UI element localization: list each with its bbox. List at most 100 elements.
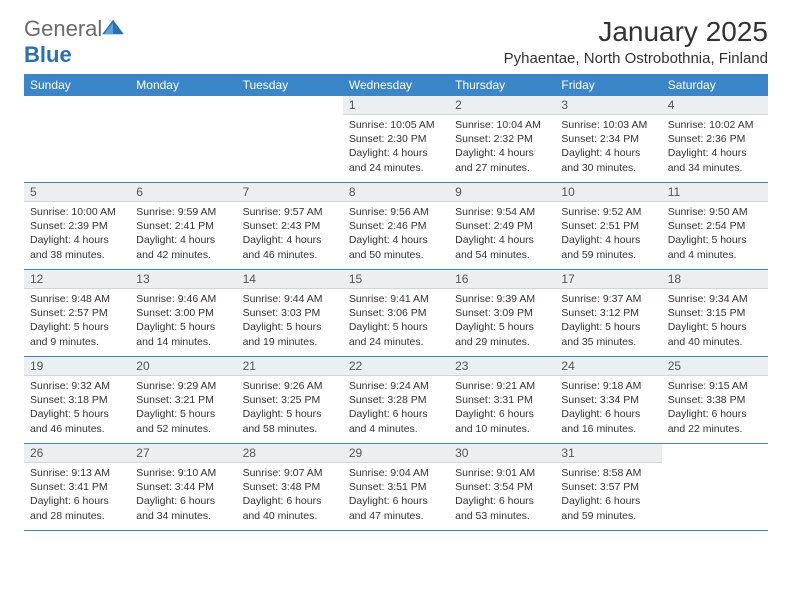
week-row: 5Sunrise: 10:00 AMSunset: 2:39 PMDayligh…	[24, 183, 768, 270]
day-cell	[662, 444, 768, 531]
day-header: Sunday	[24, 74, 130, 96]
day-number: 26	[24, 444, 130, 463]
day-number: 27	[130, 444, 236, 463]
day-number: 29	[343, 444, 449, 463]
day-cell: 9Sunrise: 9:54 AMSunset: 2:49 PMDaylight…	[449, 183, 555, 270]
day-cell: 26Sunrise: 9:13 AMSunset: 3:41 PMDayligh…	[24, 444, 130, 531]
day-number: 13	[130, 270, 236, 289]
logo-part1: General	[24, 16, 102, 41]
day-header: Wednesday	[343, 74, 449, 96]
day-cell: 6Sunrise: 9:59 AMSunset: 2:41 PMDaylight…	[130, 183, 236, 270]
day-header: Monday	[130, 74, 236, 96]
day-cell: 28Sunrise: 9:07 AMSunset: 3:48 PMDayligh…	[237, 444, 343, 531]
day-content: Sunrise: 9:18 AMSunset: 3:34 PMDaylight:…	[555, 376, 661, 442]
day-number: 6	[130, 183, 236, 202]
calendar-body: 1Sunrise: 10:05 AMSunset: 2:30 PMDayligh…	[24, 96, 768, 531]
day-number: 5	[24, 183, 130, 202]
calendar-page: GeneralBlue January 2025 Pyhaentae, Nort…	[0, 0, 792, 547]
day-cell: 3Sunrise: 10:03 AMSunset: 2:34 PMDayligh…	[555, 96, 661, 183]
day-cell: 5Sunrise: 10:00 AMSunset: 2:39 PMDayligh…	[24, 183, 130, 270]
day-cell: 18Sunrise: 9:34 AMSunset: 3:15 PMDayligh…	[662, 270, 768, 357]
day-cell: 19Sunrise: 9:32 AMSunset: 3:18 PMDayligh…	[24, 357, 130, 444]
day-cell: 20Sunrise: 9:29 AMSunset: 3:21 PMDayligh…	[130, 357, 236, 444]
day-number: 18	[662, 270, 768, 289]
day-cell: 16Sunrise: 9:39 AMSunset: 3:09 PMDayligh…	[449, 270, 555, 357]
month-title: January 2025	[504, 16, 768, 48]
day-cell: 27Sunrise: 9:10 AMSunset: 3:44 PMDayligh…	[130, 444, 236, 531]
day-cell: 12Sunrise: 9:48 AMSunset: 2:57 PMDayligh…	[24, 270, 130, 357]
day-content: Sunrise: 10:02 AMSunset: 2:36 PMDaylight…	[662, 115, 768, 181]
day-number: 14	[237, 270, 343, 289]
day-cell	[237, 96, 343, 183]
day-content: Sunrise: 10:04 AMSunset: 2:32 PMDaylight…	[449, 115, 555, 181]
title-block: January 2025 Pyhaentae, North Ostrobothn…	[504, 16, 768, 67]
day-number: 7	[237, 183, 343, 202]
day-cell: 22Sunrise: 9:24 AMSunset: 3:28 PMDayligh…	[343, 357, 449, 444]
day-content: Sunrise: 10:00 AMSunset: 2:39 PMDaylight…	[24, 202, 130, 268]
day-content: Sunrise: 9:07 AMSunset: 3:48 PMDaylight:…	[237, 463, 343, 529]
day-content: Sunrise: 10:03 AMSunset: 2:34 PMDaylight…	[555, 115, 661, 181]
day-content: Sunrise: 9:54 AMSunset: 2:49 PMDaylight:…	[449, 202, 555, 268]
day-content: Sunrise: 9:48 AMSunset: 2:57 PMDaylight:…	[24, 289, 130, 355]
day-cell: 1Sunrise: 10:05 AMSunset: 2:30 PMDayligh…	[343, 96, 449, 183]
day-cell: 17Sunrise: 9:37 AMSunset: 3:12 PMDayligh…	[555, 270, 661, 357]
day-content: Sunrise: 9:15 AMSunset: 3:38 PMDaylight:…	[662, 376, 768, 442]
logo: GeneralBlue	[24, 16, 124, 68]
day-number: 19	[24, 357, 130, 376]
day-content: Sunrise: 9:39 AMSunset: 3:09 PMDaylight:…	[449, 289, 555, 355]
day-content: Sunrise: 9:01 AMSunset: 3:54 PMDaylight:…	[449, 463, 555, 529]
day-number: 28	[237, 444, 343, 463]
day-number: 30	[449, 444, 555, 463]
day-cell: 11Sunrise: 9:50 AMSunset: 2:54 PMDayligh…	[662, 183, 768, 270]
day-number: 4	[662, 96, 768, 115]
day-content: Sunrise: 9:04 AMSunset: 3:51 PMDaylight:…	[343, 463, 449, 529]
day-content: Sunrise: 9:59 AMSunset: 2:41 PMDaylight:…	[130, 202, 236, 268]
day-cell: 30Sunrise: 9:01 AMSunset: 3:54 PMDayligh…	[449, 444, 555, 531]
week-row: 1Sunrise: 10:05 AMSunset: 2:30 PMDayligh…	[24, 96, 768, 183]
calendar-table: SundayMondayTuesdayWednesdayThursdayFrid…	[24, 74, 768, 531]
day-content: Sunrise: 9:41 AMSunset: 3:06 PMDaylight:…	[343, 289, 449, 355]
day-content: Sunrise: 9:37 AMSunset: 3:12 PMDaylight:…	[555, 289, 661, 355]
day-header: Friday	[555, 74, 661, 96]
day-cell	[24, 96, 130, 183]
day-content: Sunrise: 9:57 AMSunset: 2:43 PMDaylight:…	[237, 202, 343, 268]
day-number: 21	[237, 357, 343, 376]
day-cell: 14Sunrise: 9:44 AMSunset: 3:03 PMDayligh…	[237, 270, 343, 357]
day-cell: 15Sunrise: 9:41 AMSunset: 3:06 PMDayligh…	[343, 270, 449, 357]
day-number: 20	[130, 357, 236, 376]
day-number: 1	[343, 96, 449, 115]
day-content: Sunrise: 9:32 AMSunset: 3:18 PMDaylight:…	[24, 376, 130, 442]
header: GeneralBlue January 2025 Pyhaentae, Nort…	[24, 16, 768, 68]
day-header: Saturday	[662, 74, 768, 96]
day-header: Tuesday	[237, 74, 343, 96]
day-cell: 24Sunrise: 9:18 AMSunset: 3:34 PMDayligh…	[555, 357, 661, 444]
day-number: 22	[343, 357, 449, 376]
day-cell: 29Sunrise: 9:04 AMSunset: 3:51 PMDayligh…	[343, 444, 449, 531]
day-number: 10	[555, 183, 661, 202]
day-content: Sunrise: 9:52 AMSunset: 2:51 PMDaylight:…	[555, 202, 661, 268]
day-content: Sunrise: 9:10 AMSunset: 3:44 PMDaylight:…	[130, 463, 236, 529]
day-number: 17	[555, 270, 661, 289]
location: Pyhaentae, North Ostrobothnia, Finland	[504, 50, 768, 67]
week-row: 12Sunrise: 9:48 AMSunset: 2:57 PMDayligh…	[24, 270, 768, 357]
day-content: Sunrise: 9:24 AMSunset: 3:28 PMDaylight:…	[343, 376, 449, 442]
day-number: 25	[662, 357, 768, 376]
day-number: 23	[449, 357, 555, 376]
day-cell	[130, 96, 236, 183]
day-content: Sunrise: 9:56 AMSunset: 2:46 PMDaylight:…	[343, 202, 449, 268]
day-content: Sunrise: 9:26 AMSunset: 3:25 PMDaylight:…	[237, 376, 343, 442]
day-cell: 8Sunrise: 9:56 AMSunset: 2:46 PMDaylight…	[343, 183, 449, 270]
day-content: Sunrise: 10:05 AMSunset: 2:30 PMDaylight…	[343, 115, 449, 181]
day-number: 11	[662, 183, 768, 202]
day-content: Sunrise: 9:34 AMSunset: 3:15 PMDaylight:…	[662, 289, 768, 355]
day-number: 9	[449, 183, 555, 202]
day-number: 12	[24, 270, 130, 289]
logo-part2: Blue	[24, 42, 72, 67]
day-number: 16	[449, 270, 555, 289]
day-content: Sunrise: 9:44 AMSunset: 3:03 PMDaylight:…	[237, 289, 343, 355]
day-cell: 10Sunrise: 9:52 AMSunset: 2:51 PMDayligh…	[555, 183, 661, 270]
day-number: 24	[555, 357, 661, 376]
day-header-row: SundayMondayTuesdayWednesdayThursdayFrid…	[24, 74, 768, 96]
day-header: Thursday	[449, 74, 555, 96]
day-content: Sunrise: 9:21 AMSunset: 3:31 PMDaylight:…	[449, 376, 555, 442]
